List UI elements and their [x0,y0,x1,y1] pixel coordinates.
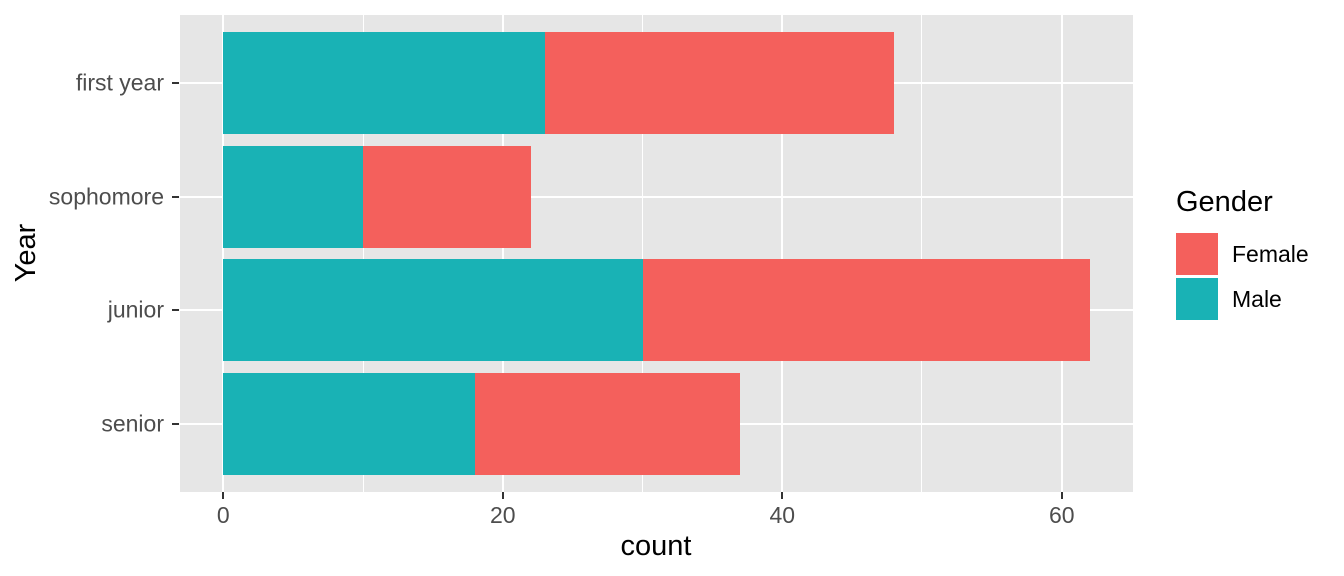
x-tick-mark [1060,492,1063,499]
minor-gridline [921,15,923,492]
legend-key-swatch [1176,233,1218,275]
legend-label: Female [1232,240,1309,267]
y-tick-label: sophomore [48,183,164,210]
legend: Gender Female Male [1176,186,1309,323]
minor-gridline [362,15,364,492]
y-tick-mark [172,422,179,425]
bar-segment-female-junior [642,259,1090,362]
major-gridline-horizontal [180,195,1133,198]
minor-gridline [642,15,644,492]
y-tick-label: first year [75,69,164,96]
y-tick-label: senior [101,410,164,437]
x-tick-label: 20 [489,502,516,528]
y-tick-mark [172,82,179,85]
major-gridline [781,15,784,492]
x-tick-label: 0 [216,502,230,528]
y-tick-mark [172,195,179,198]
legend-title: Gender [1176,186,1273,218]
bar-segment-female-sophomore [363,145,531,248]
major-gridline [501,15,504,492]
x-tick-mark [222,492,225,499]
legend-entries: Female Male [1176,233,1309,320]
x-tick-label: 60 [1048,502,1075,528]
x-tick-label: 40 [769,502,796,528]
major-gridline [222,15,225,492]
bar-segment-male-first-year [223,32,545,135]
y-tick-mark [172,309,179,312]
plot-panel [180,15,1133,492]
bar-segment-male-sophomore [223,145,364,248]
bar-segment-female-first-year [544,32,895,135]
bar-segment-male-junior [223,259,643,362]
legend-entry-female: Female [1176,233,1309,275]
bar-segment-female-senior [474,372,741,475]
bar-segment-male-senior [223,372,475,475]
major-gridline [1060,15,1063,492]
x-tick-mark [501,492,504,499]
x-axis-title: count [620,530,692,562]
y-axis-title: Year [10,223,42,283]
legend-label: Male [1232,285,1282,312]
x-tick-mark [781,492,784,499]
legend-entry-male: Male [1176,278,1309,320]
y-tick-label: junior [107,296,164,323]
legend-key-swatch [1176,278,1218,320]
